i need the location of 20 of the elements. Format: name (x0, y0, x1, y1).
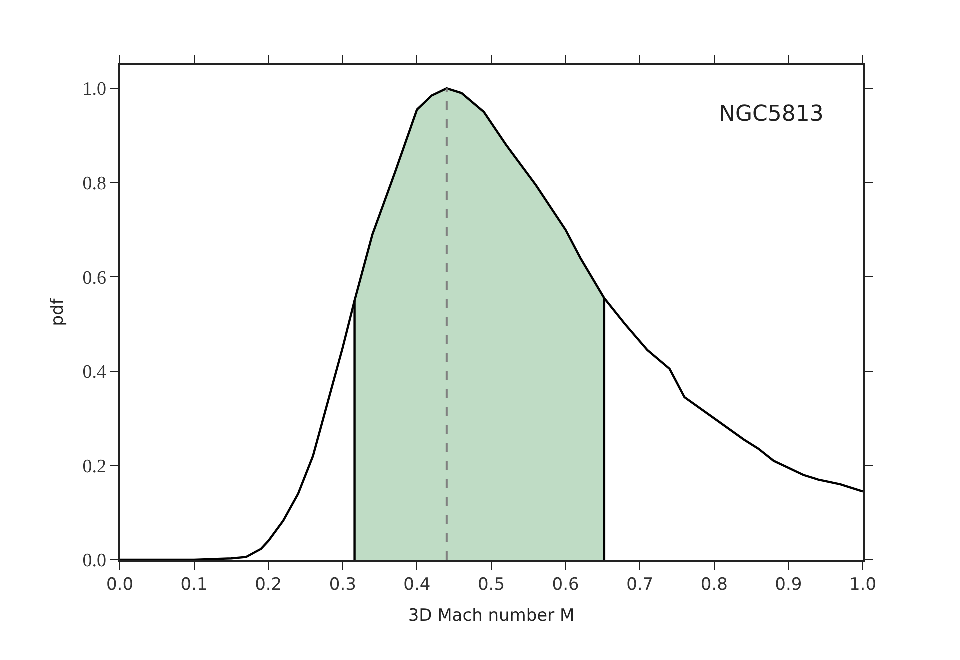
annotation: NGC5813 (719, 102, 824, 127)
x-tick-label: 0.3 (329, 575, 356, 596)
x-tick-label: 0.6 (552, 575, 580, 596)
x-tick-label: 0.1 (180, 575, 208, 596)
y-tick-label: 1.0 (82, 79, 106, 100)
y-tick-label: 0.0 (82, 550, 106, 572)
y-tick-label: 0.6 (82, 268, 106, 289)
x-tick-label: 0.5 (478, 575, 506, 596)
y-axis-title: pdf (48, 298, 68, 326)
x-tick-label: 0.4 (404, 575, 431, 596)
x-tick-label: 0.2 (255, 575, 282, 596)
x-tick-label: 1.0 (849, 575, 877, 596)
x-axis-title: 3D Mach number M (408, 606, 575, 626)
y-tick-label: 0.4 (82, 362, 107, 384)
x-tick-label: 0.7 (626, 575, 654, 596)
y-tick-label: 0.2 (82, 456, 106, 478)
x-tick-label: 0.0 (106, 575, 134, 596)
x-tick-label: 0.9 (775, 575, 802, 596)
y-tick-label: 0.8 (82, 174, 106, 195)
x-tick-label: 0.8 (700, 575, 728, 596)
